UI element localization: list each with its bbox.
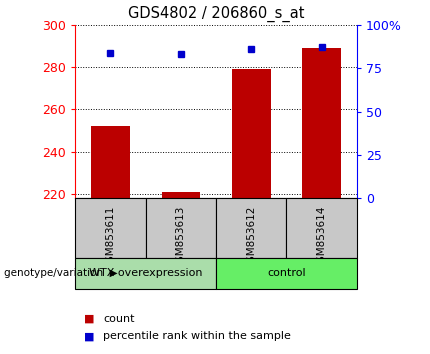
Bar xyxy=(232,69,270,198)
Bar xyxy=(162,192,200,198)
Bar xyxy=(302,48,341,198)
Text: GSM853613: GSM853613 xyxy=(176,205,186,269)
Bar xyxy=(216,258,357,289)
Text: GSM853614: GSM853614 xyxy=(316,205,327,269)
Title: GDS4802 / 206860_s_at: GDS4802 / 206860_s_at xyxy=(128,6,304,22)
Text: WTX overexpression: WTX overexpression xyxy=(89,268,203,279)
Text: control: control xyxy=(267,268,306,279)
Bar xyxy=(91,126,130,198)
Bar xyxy=(75,198,146,258)
Bar xyxy=(146,198,216,258)
Bar xyxy=(286,198,357,258)
Text: GSM853612: GSM853612 xyxy=(246,205,256,269)
Text: ■: ■ xyxy=(84,314,94,324)
Bar xyxy=(75,258,216,289)
Text: genotype/variation  ▶: genotype/variation ▶ xyxy=(4,268,118,279)
Bar xyxy=(216,198,286,258)
Text: ■: ■ xyxy=(84,331,94,341)
Text: count: count xyxy=(103,314,135,324)
Text: percentile rank within the sample: percentile rank within the sample xyxy=(103,331,291,341)
Text: GSM853611: GSM853611 xyxy=(105,205,116,269)
